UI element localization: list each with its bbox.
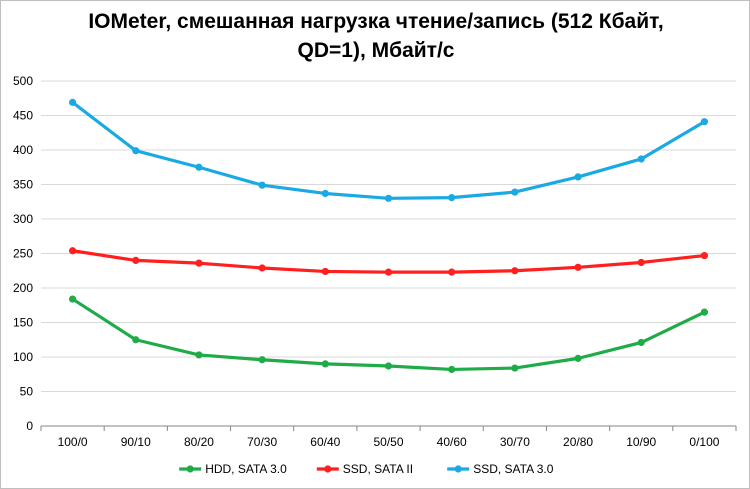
- data-point: [195, 259, 203, 267]
- data-point: [637, 338, 645, 347]
- y-tick-label: 400: [13, 143, 33, 157]
- y-tick-label: 150: [13, 316, 33, 330]
- data-point: [68, 98, 77, 106]
- x-tick-label: 70/30: [247, 435, 277, 449]
- y-tick-label: 250: [13, 247, 33, 261]
- x-tick-label: 90/10: [121, 435, 151, 449]
- x-tick-label: 20/80: [563, 435, 593, 449]
- data-point: [321, 189, 329, 198]
- y-tick-label: 0: [26, 419, 33, 433]
- x-axis: 100/0 90/10 80/20 70/30 60/40 50/50 40/60 30/70…: [40, 426, 737, 449]
- data-point: [321, 360, 329, 368]
- data-point: [132, 147, 140, 155]
- data-point: [574, 173, 582, 181]
- data-point: [511, 267, 519, 275]
- data-point: [511, 188, 519, 196]
- x-tick-label: 40/60: [437, 435, 467, 449]
- data-point: [574, 354, 582, 362]
- data-point: [700, 308, 709, 316]
- y-tick-label: 350: [13, 178, 33, 192]
- series-lines: [68, 98, 709, 374]
- y-tick-label: 200: [13, 281, 33, 295]
- data-point: [258, 264, 266, 272]
- data-point: [700, 118, 709, 126]
- data-point: [132, 256, 140, 264]
- y-tick-label: 300: [13, 212, 33, 226]
- y-tick-label: 450: [13, 109, 33, 123]
- data-point: [195, 351, 203, 359]
- x-tick-label: 100/0: [58, 435, 88, 449]
- x-tick-label: 80/20: [184, 435, 214, 449]
- y-tick-label: 500: [13, 74, 33, 88]
- data-point: [68, 247, 77, 255]
- data-point: [384, 268, 393, 276]
- data-point: [384, 362, 393, 370]
- series-line-0: [70, 297, 707, 372]
- data-point: [637, 155, 645, 163]
- data-point: [384, 194, 393, 202]
- data-point: [574, 263, 582, 271]
- y-axis: 0 50 100 150 200 250 300 350 400 450 500: [13, 74, 33, 433]
- legend-swatch-marker: [186, 465, 194, 473]
- x-tick-label: 30/70: [500, 435, 530, 449]
- legend-label: SSD, SATA II: [343, 462, 413, 476]
- legend: HDD, SATA 3.0 SSD, SATA II SSD, SATA 3.0: [179, 462, 554, 476]
- data-point: [511, 364, 519, 372]
- data-point: [448, 365, 456, 374]
- y-tick-label: 50: [20, 385, 34, 399]
- data-point: [195, 163, 203, 171]
- gridlines: [41, 80, 736, 427]
- chart-title: IOMeter, смешанная нагрузка чтение/запис…: [88, 10, 664, 62]
- data-point: [448, 194, 456, 202]
- data-point: [258, 356, 266, 364]
- legend-label: HDD, SATA 3.0: [205, 462, 287, 476]
- data-point: [321, 267, 329, 276]
- data-point: [68, 295, 77, 303]
- data-point: [448, 268, 456, 276]
- x-tick-label: 0/100: [689, 435, 719, 449]
- legend-swatch-marker: [454, 465, 462, 473]
- legend-label: SSD, SATA 3.0: [473, 462, 554, 476]
- data-point: [700, 251, 709, 260]
- y-tick-label: 100: [13, 350, 33, 364]
- x-tick-label: 10/90: [626, 435, 656, 449]
- x-tick-label: 60/40: [310, 435, 340, 449]
- data-point: [637, 258, 645, 267]
- legend-swatch-marker: [324, 465, 332, 473]
- data-point: [132, 336, 140, 344]
- data-point: [258, 181, 266, 189]
- x-tick-label: 50/50: [373, 435, 403, 449]
